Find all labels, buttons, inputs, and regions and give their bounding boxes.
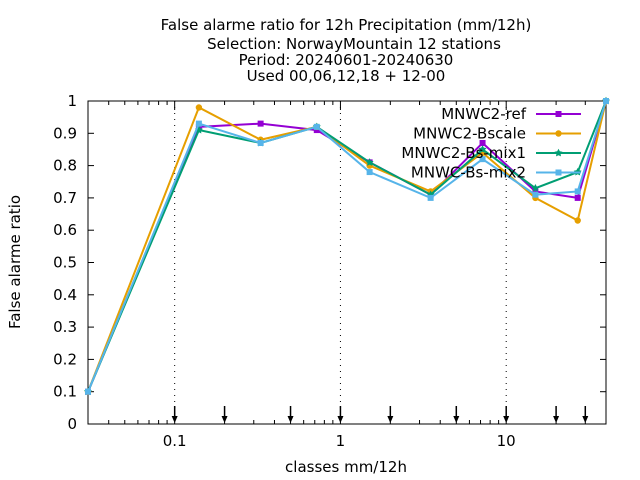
threshold-arrow xyxy=(337,406,344,423)
legend-label: MNWC2-Bs-mix1 xyxy=(401,144,526,162)
data-point xyxy=(366,169,373,176)
data-point xyxy=(195,104,203,111)
data-point xyxy=(574,188,581,195)
y-axis: 0 0.1 0.2 0.3 0.4 0.5 0.6 0.7 0.8 0.9 1 xyxy=(53,92,606,433)
data-point xyxy=(365,158,374,166)
data-point xyxy=(574,217,581,224)
data-point xyxy=(479,156,486,163)
series-line xyxy=(87,100,607,393)
threshold-arrows xyxy=(171,406,589,423)
data-point xyxy=(478,145,487,153)
legend-item: MNWC2-ref xyxy=(441,105,581,123)
threshold-arrow xyxy=(453,406,460,423)
y-tick-label: 0.7 xyxy=(53,189,77,207)
data-point xyxy=(532,191,539,198)
data-point xyxy=(574,194,581,201)
y-tick-label: 0 xyxy=(67,415,77,433)
legend-item: MNWC2-Bs-mix1 xyxy=(401,144,581,162)
series-line xyxy=(87,100,607,393)
threshold-arrow xyxy=(171,406,178,423)
legend-item: MNWC2-Bscale xyxy=(413,125,581,143)
y-tick-label: 0.2 xyxy=(53,350,77,368)
data-point xyxy=(479,139,486,146)
legend-label: MNWC2-ref xyxy=(441,105,526,123)
legend-item: MNWC-Bs-mix2 xyxy=(411,164,581,182)
title-line-2: Selection: NorwayMountain 12 stations xyxy=(207,35,501,53)
data-point xyxy=(313,123,320,130)
series-MNWC2-Bscale xyxy=(84,97,610,395)
y-tick-label: 0.6 xyxy=(53,221,77,239)
title-line-4: Used 00,06,12,18 + 12-00 xyxy=(247,67,446,85)
x-axis-label: classes mm/12h xyxy=(285,458,407,476)
data-point xyxy=(555,169,562,176)
data-point xyxy=(531,184,540,192)
series-MNWC2-Bs-mix1 xyxy=(84,96,610,396)
y-tick-label: 0.3 xyxy=(53,318,77,336)
y-tick-label: 0.5 xyxy=(53,254,77,272)
threshold-arrow xyxy=(582,406,589,423)
data-point xyxy=(313,127,320,134)
data-point xyxy=(195,120,202,127)
threshold-arrow xyxy=(221,406,228,423)
threshold-arrow xyxy=(503,406,510,423)
y-tick-label: 0.9 xyxy=(53,124,77,142)
threshold-arrow xyxy=(287,406,294,423)
y-tick-label: 0.8 xyxy=(53,157,77,175)
series-layer xyxy=(84,96,610,396)
data-point xyxy=(85,388,91,395)
threshold-arrow xyxy=(387,406,394,423)
data-point xyxy=(257,120,264,127)
series-MNWC2-ref xyxy=(85,98,609,395)
chart-title: False alarme ratio for 12h Precipitation… xyxy=(161,16,532,85)
data-point xyxy=(555,111,562,117)
x-tick-label: 10 xyxy=(497,432,516,450)
y-tick-label: 0.1 xyxy=(53,383,77,401)
data-point xyxy=(194,125,203,134)
legend-label: MNWC2-Bscale xyxy=(413,125,526,143)
data-point xyxy=(257,139,264,146)
threshold-arrow xyxy=(553,406,560,423)
x-tick-label: 0.1 xyxy=(163,432,187,450)
title-line-1: False alarme ratio for 12h Precipitation… xyxy=(161,16,532,34)
y-tick-label: 0.4 xyxy=(53,286,77,304)
data-point xyxy=(427,194,434,201)
series-line xyxy=(87,100,607,393)
x-tick-label: 1 xyxy=(336,432,346,450)
data-point xyxy=(532,188,539,195)
data-point xyxy=(554,148,563,157)
legend-label: MNWC-Bs-mix2 xyxy=(411,164,526,182)
y-axis-label: False alarme ratio xyxy=(6,195,24,329)
data-point xyxy=(603,98,609,104)
title-line-3: Period: 20240601-20240630 xyxy=(239,51,454,69)
series-MNWC-Bs-mix2 xyxy=(85,98,609,395)
data-point xyxy=(555,130,562,137)
y-tick-label: 1 xyxy=(67,92,77,110)
series-line xyxy=(87,100,607,393)
